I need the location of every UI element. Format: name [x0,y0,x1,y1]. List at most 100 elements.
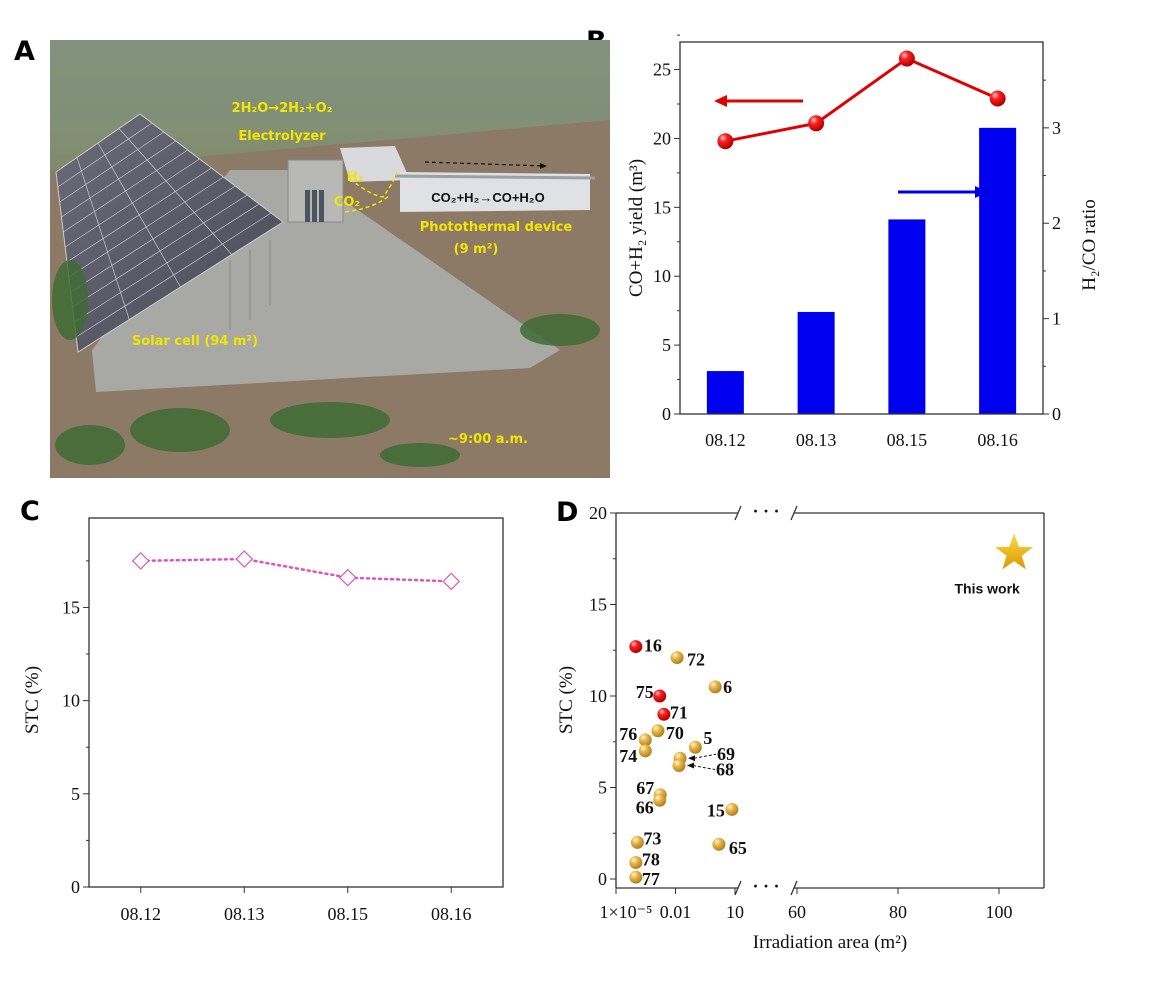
yield-point-08.16 [989,90,1006,107]
yield-point-08.12 [717,133,734,150]
x-tick-label: 08.12 [705,430,746,450]
y-tick-label: 15 [589,595,607,615]
x-tick-label: 0.01 [660,902,692,922]
panel-grid-line [70,185,236,293]
yield-point-08.15 [898,50,915,67]
arrowhead-icon [686,762,694,769]
gas-cylinder [319,190,324,222]
ref-label-67: 67 [636,778,654,798]
dashed-pointer [692,765,716,771]
chart-b: 0 5 10 15 20 25 0 1 2 3 08.12 08.13 08.15 08.16 CO+H₂ … [626,34,1100,450]
y-left-tick-label: 10 [653,266,671,286]
flow-arrow [424,161,546,167]
bar-08.12 [706,371,744,414]
y-tick-label: 10 [62,691,80,711]
ref-label-74: 74 [619,746,637,766]
ref-point-65 [712,837,726,851]
y-tick-label: 5 [598,778,607,798]
yield-line [725,56,999,143]
ref-point-76 [638,733,652,747]
chart-c: 0 5 10 15 08.12 08.13 08.15 08.16 STC (%) [22,517,504,924]
x-tick-label: 08.15 [887,430,928,450]
x-tick-label: 10 [726,902,744,922]
y-tick-label: 10 [589,686,607,706]
y-left-tick-label: 0 [662,404,671,424]
panel-grid-line [57,122,153,188]
ref-point-6 [708,680,722,694]
ref-label-66: 66 [636,797,654,817]
ref-label-16: 16 [644,636,662,656]
plot-frame [679,41,1044,415]
co2-label: CO₂ [334,195,360,210]
y-tick-label: 0 [598,869,607,889]
photothermal-reaction: CO₂+H₂→CO+H₂O [431,190,544,205]
x-tick-label: 100 [986,902,1013,922]
ref-label-77: 77 [642,869,660,889]
axis-break-mark [734,880,742,896]
panel-grid-line [72,194,248,308]
dashed-pointer [693,753,717,759]
y-left-tick-label: 5 [662,335,671,355]
ref-point-71 [657,707,671,721]
photothermal-device [400,172,590,212]
chart-d: · · · · · · 0 5 10 15 20 1×10⁻⁵ 0.01 10 60 80 100 Irr… [556,501,1045,953]
stc-point-08.16 [442,572,461,591]
ref-label-75: 75 [636,682,654,702]
y-left-tick-label: 20 [653,128,671,148]
stc-point-08.15 [338,568,357,587]
x-tick-label: 80 [889,902,907,922]
ref-point-68 [672,759,686,773]
axis-break-mark [790,880,798,896]
y-axis-label: STC (%) [22,666,43,734]
this-work-star-icon [995,533,1034,570]
ref-point-16 [629,640,643,654]
panel-letter-c: C [20,496,40,527]
ref-label-69: 69 [717,744,735,764]
electrolyzer-label: Electrolyzer [238,129,326,144]
ref-label-65: 65 [729,838,747,858]
arrowhead-icon [540,163,547,169]
panel-grid-line [64,158,200,248]
y-right-tick-label: 0 [1052,404,1061,424]
ref-point-15 [725,802,739,816]
x-tick-label: 60 [788,902,806,922]
x-tick-label: 08.13 [796,430,837,450]
ref-point-66 [653,793,667,807]
vegetation [52,260,600,467]
x-axis-label: Irradiation area (m²) [753,932,907,953]
plot-frame [88,517,504,888]
stc-point-08.12 [131,552,150,570]
x-tick-label: 1×10⁻⁵ [600,902,653,922]
bar-08.16 [979,127,1017,414]
axis-break-dots: · · · [752,876,779,896]
panel-grid-line [68,176,224,278]
x-tick-label: 08.12 [121,904,162,924]
photothermal-area: (9 m²) [454,242,499,257]
panel-letter-a: A [14,36,35,67]
h2-label: H₂ [347,170,364,185]
h2-flow-curve [349,169,399,198]
panel-grid-line [74,203,260,323]
arrowhead-icon [688,755,696,762]
y-axis-label: STC (%) [556,666,577,734]
ref-point-5 [688,740,702,754]
y-left-tick-label: 25 [653,60,671,80]
ref-label-6: 6 [723,677,732,697]
y-tick-label: 20 [589,503,607,523]
ref-label-72: 72 [687,650,705,670]
ref-label-71: 71 [670,702,688,722]
ref-point-73 [630,835,644,849]
ref-point-72 [670,651,684,665]
axis-break-mark [790,505,798,521]
time-label: ~9:00 a.m. [448,432,528,447]
y-tick-label: 5 [71,784,80,804]
axis-break-mark [734,505,742,521]
x-tick-label: 08.15 [328,904,369,924]
stc-line [139,557,453,583]
panel-grid-line [75,212,272,338]
panel-grid-line [66,167,212,263]
photothermal-label: Photothermal device [420,220,573,235]
gas-cylinder [305,190,310,222]
y-right-tick-label: 1 [1052,309,1061,329]
